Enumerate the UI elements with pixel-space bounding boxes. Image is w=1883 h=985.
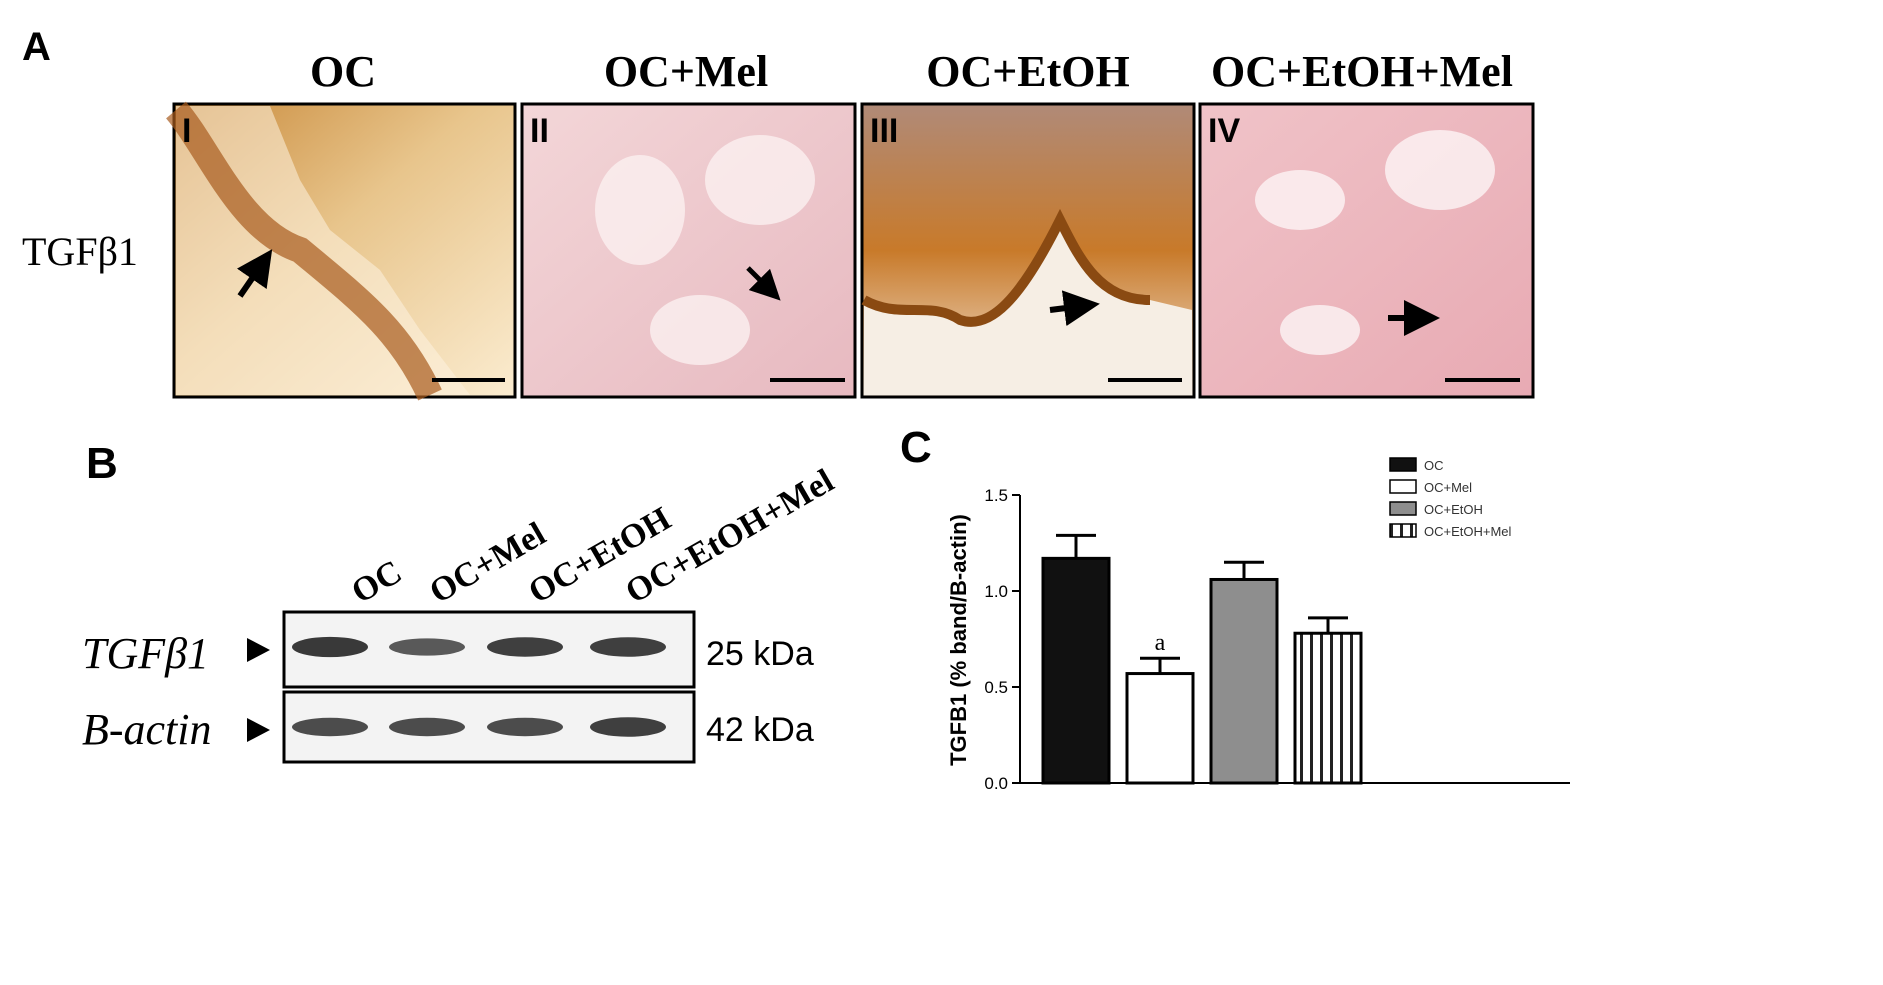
band-b-actin-lane-2 [389,717,465,737]
y-axis-label: TGFB1 (% band/B-actin) [946,514,971,766]
y-tick-label: 1.5 [984,486,1008,505]
panel-title-oc-mel: OC+Mel [604,47,768,96]
panel-title-oc: OC [310,47,376,96]
y-tick-label: 0.0 [984,774,1008,793]
significance-label: a [1155,630,1166,656]
legend-label: OC+EtOH [1424,502,1483,517]
bar-oc [1041,556,1111,785]
y-tick-label: 0.5 [984,678,1008,697]
bar-oc-etoh-mel [1293,631,1363,785]
legend-label: OC+Mel [1424,480,1472,495]
bar-oc-mel [1125,672,1195,785]
band-tgfb1-lane-1 [292,636,368,658]
bar-chart: 0.0 0.5 1.0 1.5 a [984,486,1570,793]
micrograph-numeral-iii: III [870,112,898,150]
legend-swatch [1389,479,1417,494]
row-label-tgfb1: TGFβ1 [22,229,138,274]
panel-c-letter: C [900,423,932,472]
band-tgfb1-lane-2 [389,638,465,656]
chart-legend: OC OC+Mel OC+EtOH OC+EtOH+Mel [1389,457,1512,539]
micrograph-numeral-i: I [182,112,191,150]
band-b-actin-lane-1 [292,717,368,737]
panel-a-letter: A [22,25,51,69]
micrograph-numeral-iv: IV [1208,112,1240,150]
blot-bands-tgfb1 [292,636,666,658]
legend-label: OC+EtOH+Mel [1424,524,1512,539]
lane-label-oc: OC [346,553,409,611]
legend-label: OC [1424,458,1444,473]
blot-bands-b-actin [292,717,666,737]
blot-size-tgfb1: 25 kDa [706,635,814,673]
micrograph-oc-mel: II [520,102,857,399]
micrograph-numeral-ii: II [530,112,549,150]
blot-size-b-actin: 42 kDa [706,711,814,749]
blot-label-tgfb1: TGFβ1 [82,629,209,678]
y-tick-label: 1.0 [984,582,1008,601]
panel-b-letter: B [86,439,118,488]
panel-title-oc-etoh: OC+EtOH [926,47,1130,96]
blot-arrowhead-b-actin [247,718,270,742]
legend-swatch [1389,457,1417,472]
bar-oc-etoh [1209,577,1279,785]
band-tgfb1-lane-4 [590,637,666,657]
blot-label-b-actin: B-actin [82,705,212,754]
panel-title-oc-etoh-mel: OC+EtOH+Mel [1211,47,1513,96]
band-tgfb1-lane-3 [487,637,563,657]
blot-arrowhead-tgfb1 [247,638,270,662]
micrograph-oc-etoh-mel: IV [1198,102,1535,399]
legend-swatch [1389,501,1417,516]
micrograph-oc: I [165,101,517,401]
legend-swatch [1389,523,1417,538]
micrograph-oc-etoh: III [860,102,1196,399]
band-b-actin-lane-4 [590,717,666,737]
band-b-actin-lane-3 [487,717,563,737]
